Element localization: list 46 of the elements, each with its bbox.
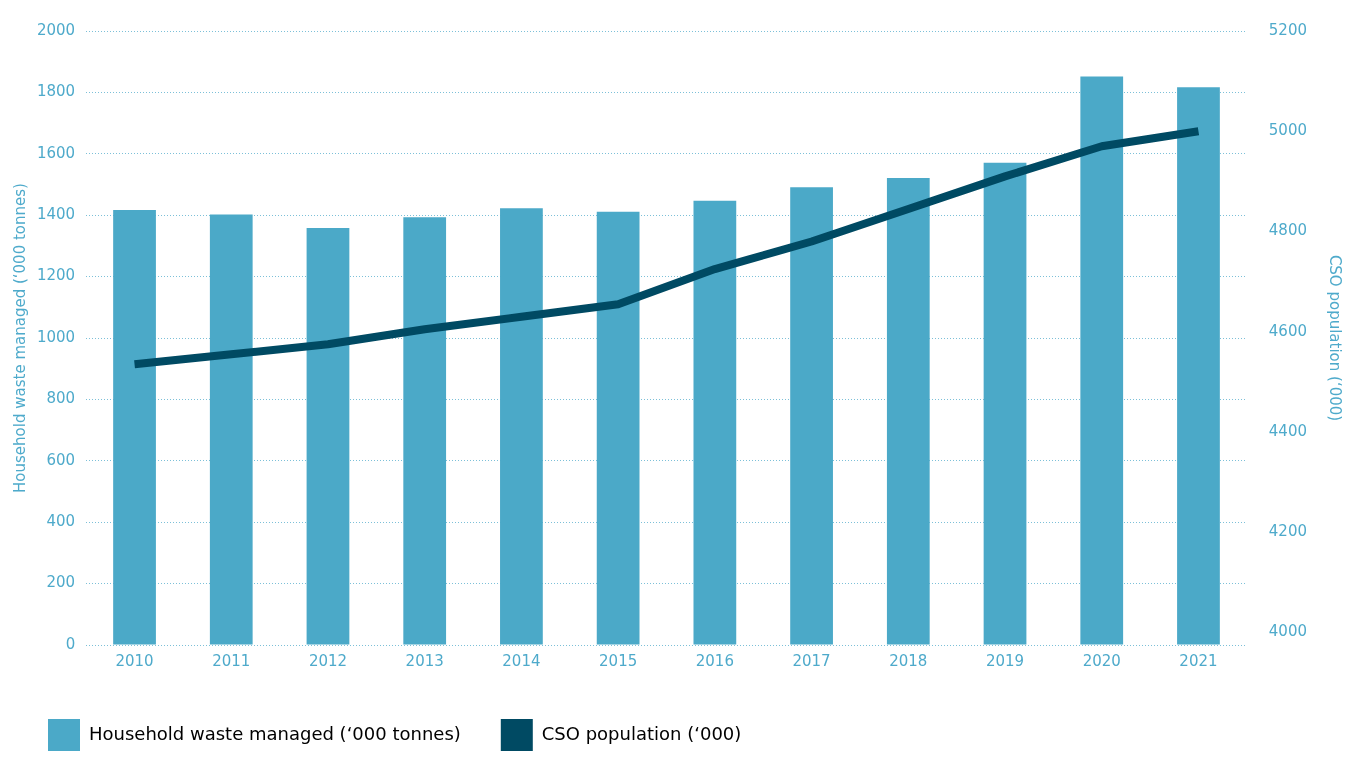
- y-tick-label: 1400: [36, 205, 76, 224]
- bar: [693, 200, 737, 645]
- bar: [500, 208, 543, 645]
- x-tick-label: 2020: [1082, 651, 1121, 670]
- y-tick-label: 2000: [36, 20, 76, 39]
- x-tick-label: 2014: [502, 651, 541, 670]
- y-tick-label: 600: [46, 450, 76, 469]
- y2-tick-label: 5000: [1268, 121, 1308, 140]
- y2-tick-label: 4200: [1268, 522, 1308, 541]
- bar: [403, 217, 447, 645]
- y-tick-label: 400: [46, 512, 76, 531]
- x-tick-label: 2011: [212, 651, 251, 670]
- y2-tick-label: 4000: [1268, 622, 1308, 641]
- y2-tick-label: 4800: [1268, 221, 1308, 240]
- y2-tick-label: 4400: [1268, 421, 1308, 440]
- bar: [209, 214, 253, 645]
- x-tick-label: 2019: [985, 651, 1025, 670]
- y2-tick-label: 5200: [1268, 20, 1308, 39]
- y-tick-label: 800: [46, 389, 76, 408]
- y-tick-label: 1000: [36, 327, 76, 346]
- y-axis-title: Household waste managed (‘000 tonnes): [10, 183, 29, 493]
- bar: [113, 209, 156, 645]
- x-tick-label: 2013: [405, 651, 444, 670]
- y-tick-label: 200: [46, 573, 76, 592]
- x-tick-label: 2021: [1179, 651, 1218, 670]
- bar: [983, 162, 1027, 645]
- bar: [1177, 87, 1220, 645]
- y2-tick-label: 4600: [1268, 321, 1308, 340]
- y-tick-label: 0: [65, 634, 76, 653]
- x-tick-label: 2015: [599, 651, 638, 670]
- x-tick-label: 2010: [115, 651, 154, 670]
- x-tick-label: 2017: [792, 651, 831, 670]
- x-tick-label: 2018: [889, 651, 928, 670]
- bar: [596, 211, 640, 645]
- y-tick-label: 1200: [36, 266, 76, 285]
- legend-label: CSO population (‘000): [541, 722, 742, 744]
- legend-label: Household waste managed (‘000 tonnes): [89, 722, 461, 744]
- x-tick-label: 2016: [695, 651, 734, 670]
- bar: [886, 178, 930, 645]
- y2-axis-title: CSO population (‘000): [1326, 254, 1345, 422]
- x-tick-label: 2012: [308, 651, 348, 670]
- y-tick-label: 1800: [36, 82, 76, 101]
- bar: [306, 228, 350, 645]
- bar: [1080, 76, 1124, 645]
- bar: [790, 187, 833, 645]
- y-tick-label: 1600: [36, 143, 76, 162]
